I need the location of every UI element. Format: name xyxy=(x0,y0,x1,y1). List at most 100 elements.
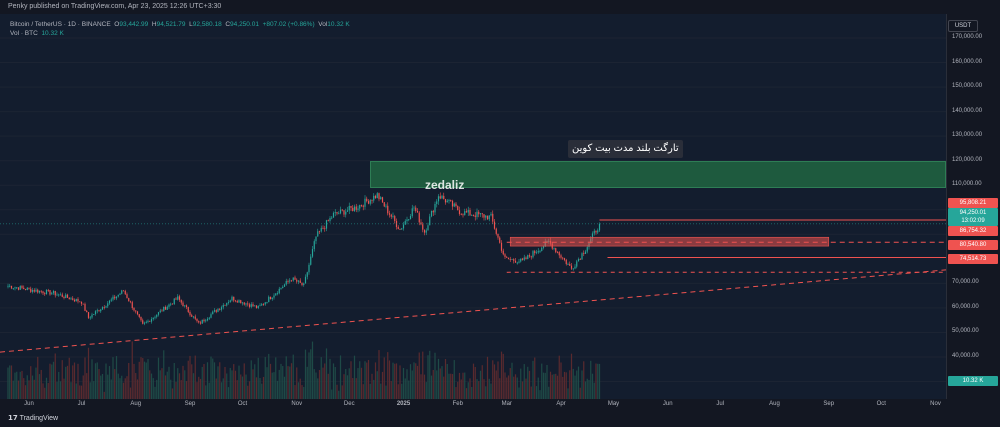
time-axis[interactable]: Jun Jul Aug Sep Oct Nov Dec 2025 Feb Mar Apr May Jun… xyxy=(0,399,946,411)
volume-bar xyxy=(184,370,186,399)
candle xyxy=(61,294,63,297)
volume-bar xyxy=(436,370,438,399)
volume-bar xyxy=(448,373,450,399)
volume-bar xyxy=(205,385,207,399)
volume-bar xyxy=(556,375,559,399)
volume-bar xyxy=(100,375,102,399)
volume-bar xyxy=(52,361,55,399)
volume-bar xyxy=(58,371,60,399)
volume-bar xyxy=(26,375,28,399)
volume-indicator-line[interactable]: Vol · BTC 10.32 K xyxy=(10,30,64,37)
candle xyxy=(203,319,205,322)
volume-bar xyxy=(17,380,20,399)
candle xyxy=(387,205,389,214)
candle xyxy=(593,230,595,234)
candle xyxy=(353,206,356,212)
symbol-title[interactable]: Bitcoin / TetherUS · 1D · BINANCE xyxy=(10,21,111,28)
candle xyxy=(460,213,462,215)
volume-bar xyxy=(180,380,182,399)
volume-bar xyxy=(497,361,499,399)
candle xyxy=(103,307,105,308)
volume-bar xyxy=(222,378,224,399)
candle xyxy=(469,210,471,216)
candle xyxy=(297,280,300,282)
volume-bar xyxy=(444,359,447,399)
candle xyxy=(432,210,434,213)
candle xyxy=(152,317,154,320)
price-axis[interactable]: 170,000.00 160,000.00 150,000.00 140,000.00… xyxy=(946,14,1000,399)
volume-bar xyxy=(61,360,63,399)
volume-bar xyxy=(59,381,62,399)
volume-bar xyxy=(278,369,280,399)
volume-bar xyxy=(238,365,240,399)
candle xyxy=(289,280,291,282)
volume-bar xyxy=(481,365,483,399)
candle xyxy=(140,316,142,321)
candle xyxy=(397,226,399,230)
volume-bar xyxy=(395,363,398,399)
volume-bar xyxy=(334,366,336,399)
volume-bar xyxy=(157,357,160,399)
volume-bar xyxy=(390,381,392,399)
volume-bar xyxy=(182,365,184,399)
candle xyxy=(306,272,308,277)
candle xyxy=(70,298,72,300)
trendline[interactable] xyxy=(0,269,946,353)
volume-bar xyxy=(289,366,291,399)
volume-bar xyxy=(213,362,216,399)
volume-bar xyxy=(98,369,100,399)
volume-bar xyxy=(346,375,349,399)
volume-bar xyxy=(28,380,30,399)
candle xyxy=(159,310,161,313)
candle xyxy=(329,218,331,221)
volume-bar xyxy=(63,378,65,399)
volume-bar xyxy=(121,375,123,399)
candle xyxy=(378,193,380,200)
price-tag-resistance: 95,808.21 xyxy=(948,198,998,208)
candle xyxy=(189,312,191,316)
volume-bar xyxy=(532,360,534,399)
candle xyxy=(474,215,476,217)
volume-bar xyxy=(476,379,478,399)
candle xyxy=(294,277,296,280)
candle xyxy=(343,210,345,215)
supply-zone[interactable] xyxy=(509,236,830,247)
volume-bar xyxy=(509,368,511,399)
volume-bar xyxy=(458,372,461,399)
volume-bar xyxy=(254,364,256,399)
price-chart[interactable] xyxy=(0,14,946,399)
volume-bar xyxy=(579,387,581,399)
volume-bar xyxy=(563,371,566,399)
volume-bar xyxy=(54,353,56,399)
candle xyxy=(439,196,441,199)
volume-bar xyxy=(518,387,520,399)
candle xyxy=(390,214,392,217)
candle xyxy=(35,289,37,292)
volume-bar xyxy=(245,374,247,399)
volume-bar xyxy=(406,369,408,399)
volume-bar xyxy=(226,373,228,399)
volume-bar xyxy=(114,369,116,399)
chart-area[interactable]: Bitcoin / TetherUS · 1D · BINANCE O93,44… xyxy=(0,14,946,399)
volume-bar xyxy=(367,359,370,399)
candle xyxy=(483,214,485,218)
currency-button[interactable]: USDT xyxy=(948,20,978,32)
volume-bar xyxy=(394,363,396,399)
candle xyxy=(243,302,245,305)
volume-bar xyxy=(490,383,492,399)
candle xyxy=(569,264,571,266)
candle xyxy=(87,312,90,318)
candle xyxy=(380,197,382,200)
candle xyxy=(247,303,249,305)
target-zone[interactable] xyxy=(370,160,946,188)
volume-bar xyxy=(500,351,503,399)
volume-bar xyxy=(126,376,128,399)
candle xyxy=(558,252,560,256)
candle xyxy=(154,316,156,318)
volume-bar xyxy=(453,360,455,399)
volume-bar xyxy=(534,357,536,399)
volume-bar xyxy=(191,364,193,399)
candle xyxy=(149,320,151,322)
volume-bar xyxy=(339,355,342,399)
candle xyxy=(485,215,487,218)
